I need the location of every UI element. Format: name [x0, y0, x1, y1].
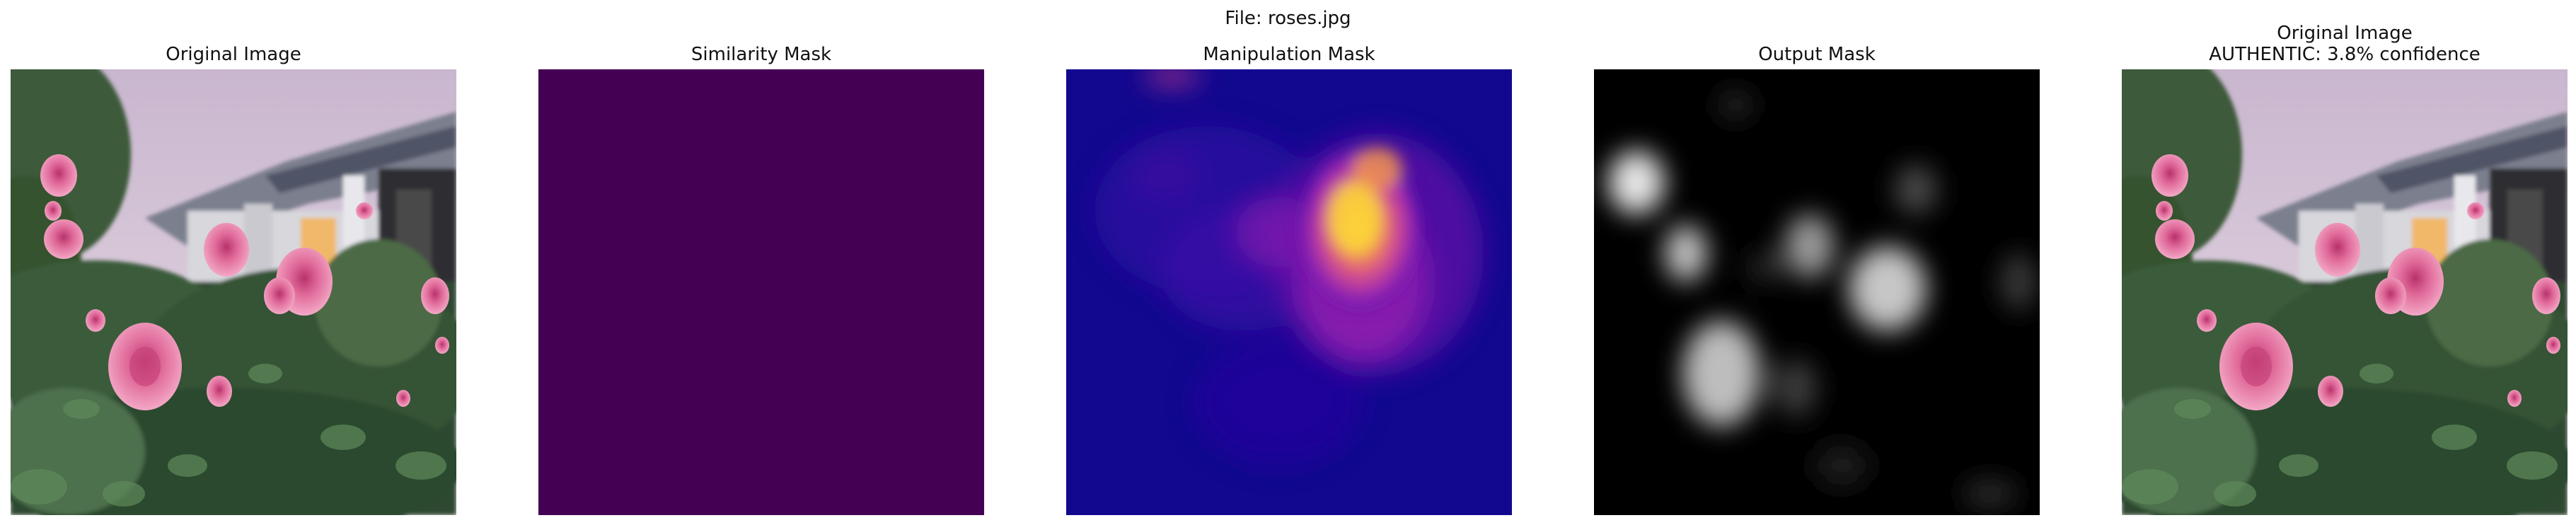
panel-original-image: Original Image [11, 44, 456, 515]
rose-garden-photo-verdict [2122, 69, 2568, 515]
manipulation-heatmap-image [1066, 69, 1512, 515]
panel-title-original-image: Original Image [166, 44, 301, 65]
panel-output-mask: Output Mask [1594, 44, 2040, 515]
panel-title-output-mask: Output Mask [1758, 44, 1876, 65]
panel-title-verdict: Original Image AUTHENTIC: 3.8% confidenc… [2209, 23, 2480, 65]
panel-similarity-mask: Similarity Mask [538, 44, 984, 515]
panel-original-image-verdict: Original Image AUTHENTIC: 3.8% confidenc… [2122, 23, 2568, 515]
similarity-mask-image [538, 69, 984, 515]
figure-suptitle: File: roses.jpg [1225, 8, 1351, 29]
panel-manipulation-mask: Manipulation Mask [1066, 44, 1512, 515]
panel-title-manipulation-mask: Manipulation Mask [1203, 44, 1375, 65]
output-mask-image [1594, 69, 2040, 515]
panel-title-similarity-mask: Similarity Mask [691, 44, 832, 65]
rose-garden-photo [11, 69, 456, 515]
